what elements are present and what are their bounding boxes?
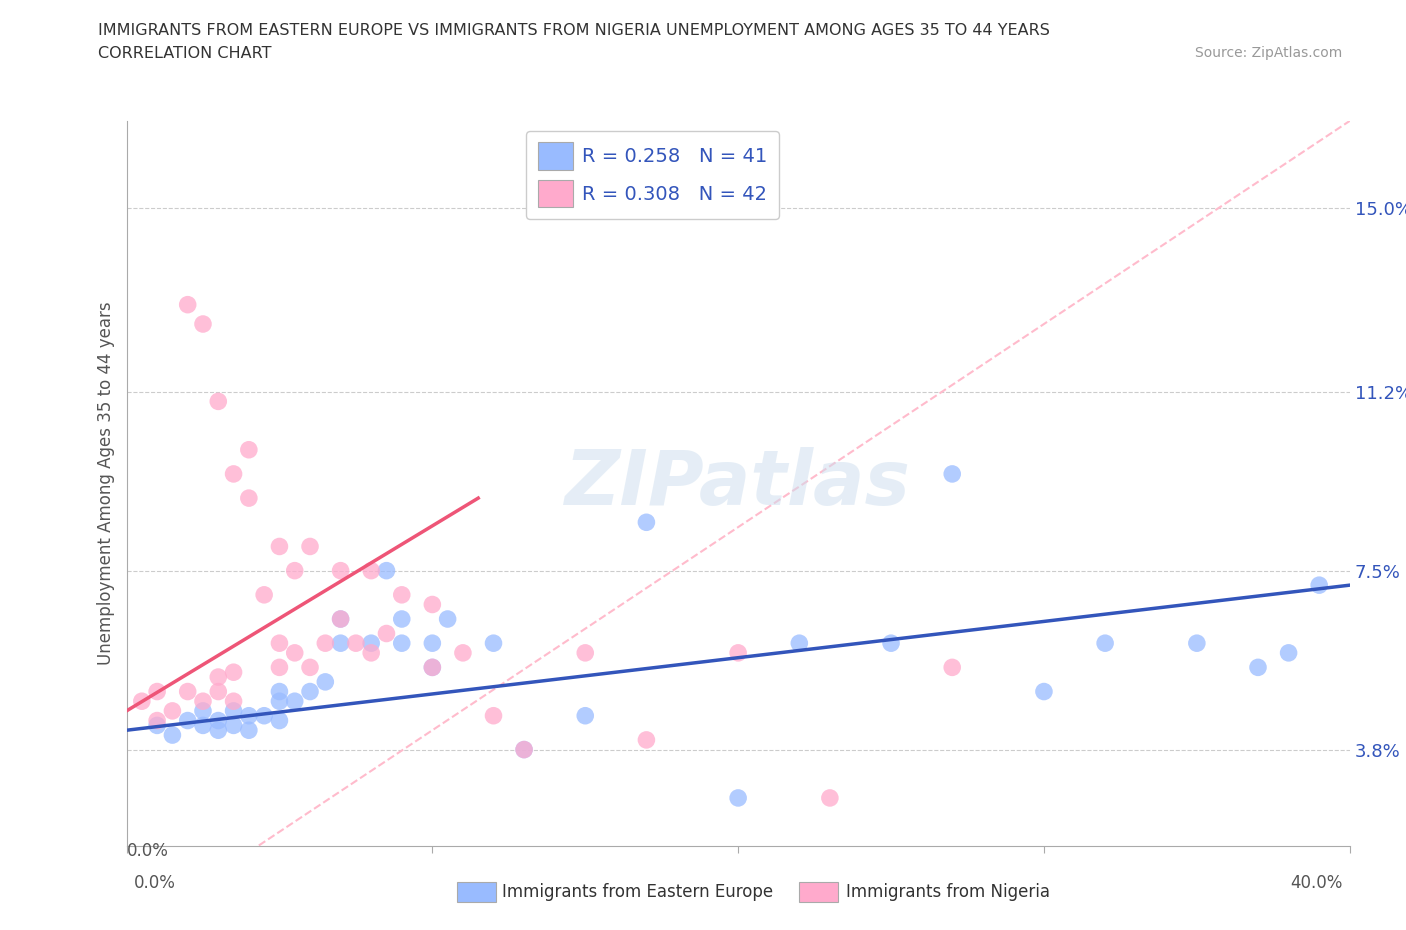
Point [727,790,749,805]
Point [1033,684,1056,699]
Point [222,694,245,709]
Point [329,612,352,627]
Point [789,636,811,651]
Text: Source: ZipAtlas.com: Source: ZipAtlas.com [1195,46,1343,60]
Point [344,636,367,651]
Point [146,713,169,728]
Point [727,645,749,660]
Point [207,670,229,684]
Point [513,742,536,757]
Point [422,636,444,651]
Point [360,564,382,578]
Point [269,684,291,699]
Point [436,612,458,627]
Point [284,564,307,578]
Point [191,718,214,733]
Point [299,660,322,675]
Point [391,636,413,651]
Point [636,733,658,748]
Point [1185,636,1208,651]
Point [391,612,413,627]
Point [269,539,291,554]
Point [1278,645,1301,660]
Point [238,443,260,458]
Point [574,645,596,660]
Point [162,727,184,742]
Legend: R = 0.258   N = 41, R = 0.308   N = 42: R = 0.258 N = 41, R = 0.308 N = 42 [526,130,779,219]
Point [375,564,398,578]
Point [329,564,352,578]
Point [222,665,245,680]
Point [238,723,260,737]
Point [207,394,229,409]
Point [207,713,229,728]
Point [177,298,200,312]
Point [191,703,214,718]
Point [299,684,322,699]
Point [314,636,336,651]
Point [482,636,505,651]
Point [422,660,444,675]
Point [360,636,382,651]
Point [1308,578,1330,592]
Point [162,703,184,718]
Y-axis label: Unemployment Among Ages 35 to 44 years: Unemployment Among Ages 35 to 44 years [97,302,115,665]
Text: 40.0%: 40.0% [1291,874,1343,892]
Point [375,626,398,641]
Point [451,645,474,660]
Point [360,645,382,660]
Point [177,713,200,728]
Text: ZIPatlas: ZIPatlas [565,446,911,521]
Point [131,694,153,709]
Point [284,645,307,660]
Point [941,660,963,675]
Point [299,539,322,554]
Point [253,588,276,603]
Point [513,742,536,757]
Point [422,660,444,675]
Point [574,709,596,724]
Point [1247,660,1270,675]
Point [269,636,291,651]
Point [222,703,245,718]
Point [238,491,260,506]
Point [207,723,229,737]
Point [222,467,245,482]
Point [146,718,169,733]
Point [482,709,505,724]
Point [269,694,291,709]
Point [314,674,336,689]
Point [329,612,352,627]
Point [941,467,963,482]
Point [1094,636,1116,651]
Text: 0.0%: 0.0% [134,874,176,892]
Point [329,636,352,651]
Point [207,684,229,699]
Point [422,597,444,612]
Point [146,684,169,699]
Text: CORRELATION CHART: CORRELATION CHART [98,46,271,61]
Point [238,709,260,724]
Point [191,694,214,709]
Point [818,790,841,805]
Point [177,684,200,699]
Point [222,718,245,733]
Point [391,588,413,603]
Text: IMMIGRANTS FROM EASTERN EUROPE VS IMMIGRANTS FROM NIGERIA UNEMPLOYMENT AMONG AGE: IMMIGRANTS FROM EASTERN EUROPE VS IMMIGR… [98,23,1050,38]
Point [880,636,903,651]
Point [253,709,276,724]
Text: Immigrants from Eastern Europe: Immigrants from Eastern Europe [502,883,773,901]
Point [284,694,307,709]
Text: Immigrants from Nigeria: Immigrants from Nigeria [846,883,1050,901]
Point [636,515,658,530]
Point [269,713,291,728]
Point [191,316,214,331]
Text: 0.0%: 0.0% [127,842,169,860]
Point [269,660,291,675]
